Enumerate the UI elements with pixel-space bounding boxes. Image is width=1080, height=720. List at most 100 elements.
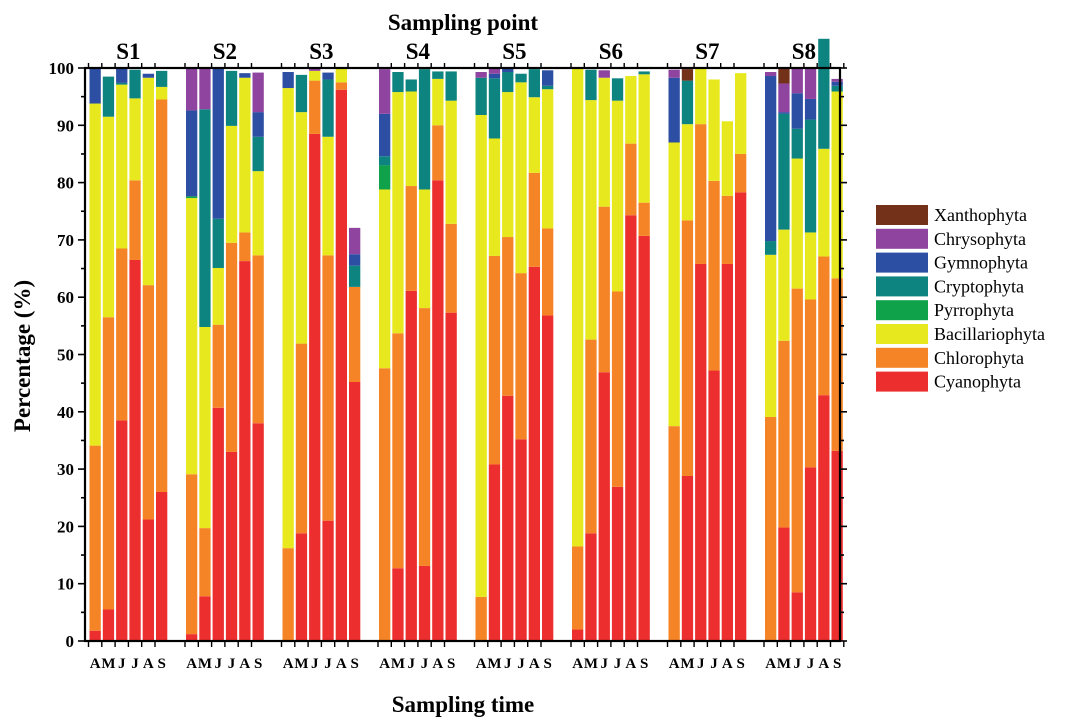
month-tick-label: A: [722, 656, 733, 672]
bar-segment-gymnophyta-s2-3: [212, 68, 224, 219]
month-tick-label: S: [736, 656, 744, 672]
legend-swatch-bacillariophyta: [876, 324, 928, 344]
bar-segment-cyanophyta-s2-6: [252, 423, 264, 641]
bar-segment-cyanophyta-s2-5: [239, 261, 251, 641]
bar-segment-chlorophyta-s4-4: [418, 308, 431, 566]
y-tick-label: 0: [66, 632, 75, 651]
bar-segment-bacillariophyta-s4-5: [432, 78, 444, 126]
bar-segment-chrysophyta-s8-1: [765, 72, 777, 77]
month-tick-label: A: [432, 656, 443, 672]
bar-segment-cyanophyta-s7-6: [735, 192, 747, 641]
group-label-s5: S5: [502, 39, 526, 64]
bar-segment-chlorophyta-s2-2: [199, 528, 211, 597]
legend-swatch-pyrrophyta: [876, 300, 928, 321]
bar-segment-gymnophyta-s8-2: [778, 112, 790, 114]
bar-segment-chlorophyta-s3-4: [322, 255, 334, 521]
bar-segment-cryptophyta-s5-3: [502, 72, 514, 93]
bar-segment-chlorophyta-s7-1: [668, 426, 680, 642]
bar-segment-chlorophyta-s7-6: [735, 153, 747, 193]
month-tick-label: S: [254, 656, 262, 672]
bar-segment-chlorophyta-s7-5: [721, 195, 733, 264]
month-tick-label: A: [529, 656, 540, 672]
bar-segment-bacillariophyta-s1-5: [142, 77, 154, 286]
legend-swatch-cryptophyta: [876, 276, 928, 297]
bar-segment-chlorophyta-s7-2: [681, 220, 694, 476]
bar-segment-chlorophyta-s8-5: [818, 256, 830, 396]
bar-segment-gymnophyta-s1-3: [116, 68, 128, 83]
month-tick-label: J: [421, 656, 429, 672]
month-tick-label: A: [186, 656, 197, 672]
bar-segment-bacillariophyta-s8-6: [831, 91, 843, 279]
bar-segment-cryptophyta-s6-4: [611, 78, 624, 101]
bar-segment-cyanophyta-s3-4: [322, 520, 334, 641]
bar-segment-gymnophyta-s5-2: [488, 73, 501, 79]
bar-segment-bacillariophyta-s6-1: [572, 68, 584, 547]
bar-segment-chlorophyta-s8-2: [778, 340, 790, 528]
bar-segment-cyanophyta-s7-4: [708, 370, 720, 641]
month-tick-label: S: [640, 656, 648, 672]
legend-swatch-chrysophyta: [876, 228, 928, 249]
bar-segment-gymnophyta-s5-6: [542, 70, 554, 86]
y-tick-label: 70: [57, 231, 74, 250]
month-tick-label: J: [807, 656, 815, 672]
month-tick-label: A: [572, 656, 583, 672]
bar-segment-chlorophyta-s6-4: [611, 291, 624, 487]
bar-segment-chrysophyta-s3-3: [309, 68, 321, 71]
bar-segment-cyanophyta-s3-3: [309, 133, 321, 641]
bar-segment-cryptophyta-s1-4: [129, 69, 141, 99]
bar-segment-cryptophyta-s1-3: [116, 82, 128, 85]
month-tick-label: J: [215, 656, 223, 672]
legend-label-cyanophyta: Cyanophyta: [934, 372, 1021, 392]
bar-segment-cryptophyta-s8-4: [804, 119, 817, 233]
bar-segment-chlorophyta-s3-2: [295, 343, 308, 534]
y-tick-label: 30: [57, 460, 74, 479]
bar-segment-bacillariophyta-s3-5: [335, 68, 347, 83]
bar-segment-cryptophyta-s5-2: [488, 78, 501, 139]
bar-segment-chlorophyta-s2-3: [212, 324, 224, 408]
bar-segment-cyanophyta-s7-5: [721, 263, 733, 641]
bar-segment-chlorophyta-s5-6: [542, 228, 554, 316]
bar-segment-bacillariophyta-s8-2: [778, 229, 790, 341]
month-tick-label: J: [324, 656, 332, 672]
bar-segment-bacillariophyta-s5-1: [475, 114, 487, 597]
bar-segment-cyanophyta-s5-4: [515, 439, 527, 641]
bar-segment-bacillariophyta-s6-6: [638, 74, 650, 203]
bar-segment-bacillariophyta-s1-3: [116, 84, 128, 249]
bar-segment-cryptophyta-s5-4: [515, 73, 527, 83]
legend-label-chlorophyta: Chlorophyta: [934, 348, 1024, 368]
bar-segment-chlorophyta-s3-1: [282, 548, 294, 641]
bar-segment-chlorophyta-s2-4: [225, 242, 238, 452]
bar-segment-bacillariophyta-s7-5: [721, 121, 733, 196]
bar-segment-chlorophyta-s8-4: [804, 299, 817, 468]
bar-segment-cyanophyta-s6-6: [638, 235, 650, 641]
bar-segment-gymnophyta-s2-6: [252, 112, 264, 137]
bar-segment-bacillariophyta-s1-1: [89, 103, 101, 446]
y-axis-label: Percentage (%): [10, 280, 35, 432]
bar-segment-chrysophyta-s2-6: [252, 72, 264, 113]
bar-segment-bacillariophyta-s5-3: [502, 92, 514, 238]
group-label-s7: S7: [695, 39, 719, 64]
bar-segment-cryptophyta-s3-2: [295, 74, 308, 113]
bar-segment-chrysophyta-s5-2: [488, 68, 501, 74]
bar-segment-cyanophyta-s2-1: [186, 634, 198, 641]
legend-label-xanthophyta: Xanthophyta: [934, 205, 1027, 225]
bar-segment-chrysophyta-s5-1: [475, 72, 487, 78]
month-tick-label: J: [131, 656, 139, 672]
bar-segment-chlorophyta-s2-6: [252, 255, 264, 424]
bar-segment-cyanophyta-s1-4: [129, 259, 141, 641]
month-tick-label: J: [601, 656, 609, 672]
bar-segment-chrysophyta-s8-3: [791, 67, 803, 94]
bar-segment-cryptophyta-s8-1: [765, 241, 777, 255]
bar-segment-cyanophyta-s1-1: [89, 630, 101, 641]
y-tick-label: 100: [49, 59, 75, 78]
bar-segment-bacillariophyta-s5-6: [542, 89, 554, 229]
bar-segment-bacillariophyta-s2-6: [252, 171, 264, 256]
month-tick-label: A: [476, 656, 487, 672]
group-label-s1: S1: [116, 39, 140, 64]
bar-segment-chlorophyta-s3-6: [349, 286, 361, 383]
bar-segment-cryptophyta-s4-1: [379, 156, 391, 166]
bar-segment-chrysophyta-s8-4: [804, 68, 817, 99]
bar-segment-cyanophyta-s2-4: [225, 451, 238, 641]
bar-segment-bacillariophyta-s3-3: [309, 70, 321, 81]
bar-segment-cryptophyta-s2-3: [212, 218, 224, 268]
